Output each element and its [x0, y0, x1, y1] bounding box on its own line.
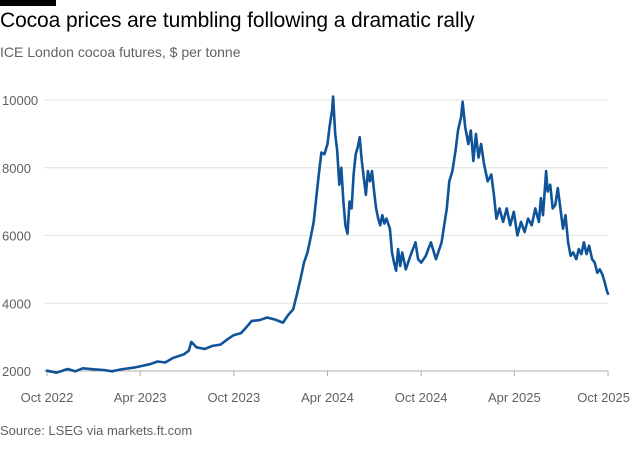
- x-tick-label: Apr 2025: [488, 390, 541, 405]
- chart-subtitle: ICE London cocoa futures, $ per tonne: [0, 44, 241, 60]
- y-tick-label: 6000: [2, 229, 31, 244]
- series-layer: [45, 95, 610, 374]
- y-tick-label: 2000: [2, 364, 31, 379]
- x-tick-labels: Oct 2022 Apr 2023 Oct 2023 Apr 2024 Oct 2024…: [21, 390, 630, 405]
- grid-layer: [44, 99, 609, 376]
- x-tick-label: Oct 2022: [21, 390, 74, 405]
- x-tick-label: Oct 2025: [577, 390, 630, 405]
- x-tick-label: Oct 2023: [207, 390, 260, 405]
- x-tick-label: Apr 2024: [301, 390, 354, 405]
- y-tick-label: 10000: [2, 93, 38, 108]
- title-rule: [0, 0, 56, 6]
- x-tick-label: Apr 2023: [114, 390, 167, 405]
- y-tick-labels: 2000 4000 6000 8000 10000: [2, 93, 38, 379]
- chart-source: Source: LSEG via markets.ft.com: [0, 423, 193, 438]
- y-tick-label: 8000: [2, 161, 31, 176]
- chart-title: Cocoa prices are tumbling following a dr…: [0, 9, 475, 32]
- cocoa-price-line: [45, 95, 610, 374]
- x-tick-label: Oct 2024: [395, 390, 448, 405]
- y-tick-label: 4000: [2, 296, 31, 311]
